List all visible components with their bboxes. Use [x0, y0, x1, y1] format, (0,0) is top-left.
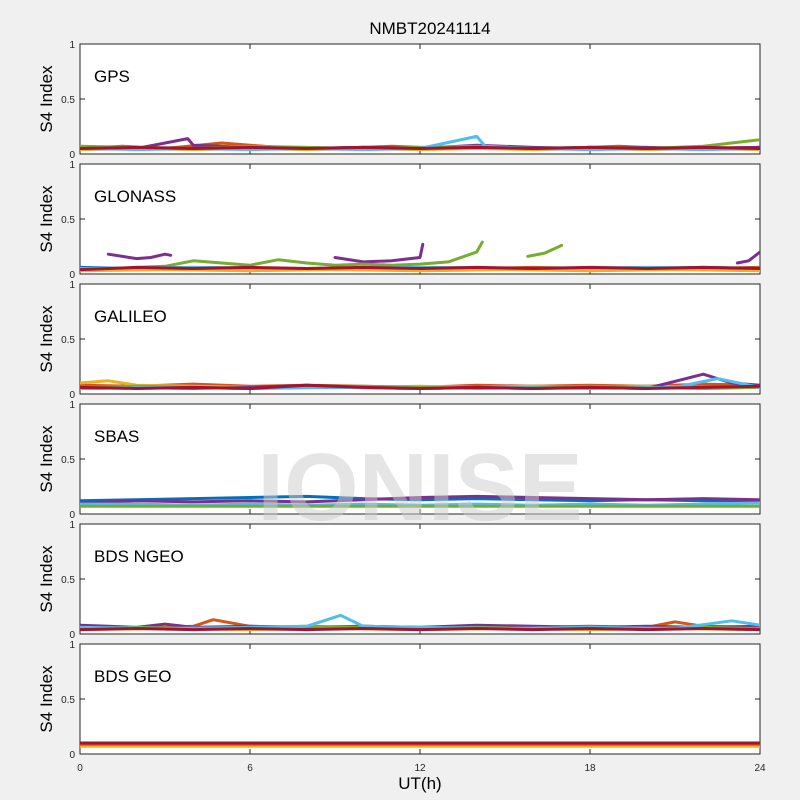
- panel-3-label: SBAS: [94, 427, 139, 446]
- panel-5-traces: [80, 741, 760, 748]
- panel-5-axes: [79, 643, 761, 755]
- panel-2-ytick-label-2: 1: [69, 280, 75, 291]
- panel-0-ytick-label-1: 0.5: [61, 95, 75, 106]
- panel-1-series-6: [135, 240, 484, 269]
- x-tick-labels: 0 6 12 18 24: [77, 763, 766, 774]
- panel-3-y-axis-label: S4 Index: [37, 425, 56, 493]
- x-tick-label-1: 6: [247, 763, 253, 774]
- panel-3-series-1: [80, 494, 760, 505]
- panel-1-y-axis-label: S4 Index: [37, 185, 56, 253]
- panels-group: 0 0.5 1 S4 Index GPS 0 0.5 1 S4 Index GLONASS 0 0.5…: [37, 40, 761, 761]
- panel-5-label: BDS GEO: [94, 667, 171, 686]
- panel-0-traces: [80, 134, 760, 152]
- panel-4-axes: [79, 523, 761, 635]
- panel-1-ytick-label-2: 1: [69, 160, 75, 171]
- panel-0: 0 0.5 1 S4 Index GPS: [37, 40, 761, 161]
- panel-1-ytick-label-0: 0: [69, 270, 75, 281]
- panel-2-traces: [80, 372, 760, 390]
- panel-2-axes: [79, 283, 761, 395]
- panel-3-ytick-label-2: 1: [69, 400, 75, 411]
- x-tick-label-4: 24: [754, 763, 766, 774]
- panel-1-series-7: [526, 243, 564, 258]
- panel-3-ytick-label-0: 0: [69, 510, 75, 521]
- panel-1-series-3: [106, 252, 173, 261]
- panel-1-series-5: [735, 250, 760, 265]
- panel-2-ytick-label-1: 0.5: [61, 335, 75, 346]
- panel-3-axes: [79, 403, 761, 515]
- watermark: IONISE: [257, 434, 582, 541]
- panel-4-label: BDS NGEO: [94, 547, 184, 566]
- panel-1-traces: [80, 240, 760, 273]
- panel-5-ytick-label-0: 0: [69, 750, 75, 761]
- panel-5-ytick-label-2: 1: [69, 640, 75, 651]
- panel-5: 0 0.5 1 S4 Index BDS GEO: [37, 640, 761, 761]
- panel-2-series-6: [80, 383, 760, 390]
- x-tick-label-2: 12: [414, 763, 426, 774]
- panel-2: 0 0.5 1 S4 Index GALILEO: [37, 280, 761, 401]
- panel-4-ytick-label-2: 1: [69, 520, 75, 531]
- panel-0-label: GPS: [94, 67, 130, 86]
- panel-2-ytick-label-0: 0: [69, 390, 75, 401]
- panel-4-traces: [80, 613, 760, 632]
- panel-1-label: GLONASS: [94, 187, 176, 206]
- panel-3: 0 0.5 1 S4 Index SBAS: [37, 400, 761, 521]
- panel-5-ytick-label-1: 0.5: [61, 695, 75, 706]
- panel-1-series-4: [333, 242, 425, 264]
- panel-4: 0 0.5 1 S4 Index BDS NGEO: [37, 520, 761, 641]
- panel-5-y-axis-label: S4 Index: [37, 665, 56, 733]
- panel-4-ytick-label-1: 0.5: [61, 575, 75, 586]
- panel-3-traces: [80, 494, 760, 508]
- panel-4-ytick-label-0: 0: [69, 630, 75, 641]
- panel-1: 0 0.5 1 S4 Index GLONASS: [37, 160, 761, 281]
- panel-0-ytick-label-2: 1: [69, 40, 75, 51]
- panel-2-y-axis-label: S4 Index: [37, 305, 56, 373]
- panel-0-y-axis-label: S4 Index: [37, 65, 56, 133]
- x-tick-label-3: 18: [584, 763, 596, 774]
- panel-3-ytick-label-1: 0.5: [61, 455, 75, 466]
- panel-0-series-6: [80, 145, 760, 150]
- figure-title: NMBT20241114: [369, 19, 490, 38]
- panel-1-ytick-label-1: 0.5: [61, 215, 75, 226]
- panel-0-ytick-label-0: 0: [69, 150, 75, 161]
- panel-4-series-6: [80, 627, 760, 632]
- panel-0-axes: [79, 43, 761, 155]
- x-axis-label: UT(h): [398, 774, 441, 793]
- panel-2-label: GALILEO: [94, 307, 167, 326]
- panel-1-series-9: [80, 265, 760, 272]
- panel-4-y-axis-label: S4 Index: [37, 545, 56, 613]
- x-tick-label-0: 0: [77, 763, 83, 774]
